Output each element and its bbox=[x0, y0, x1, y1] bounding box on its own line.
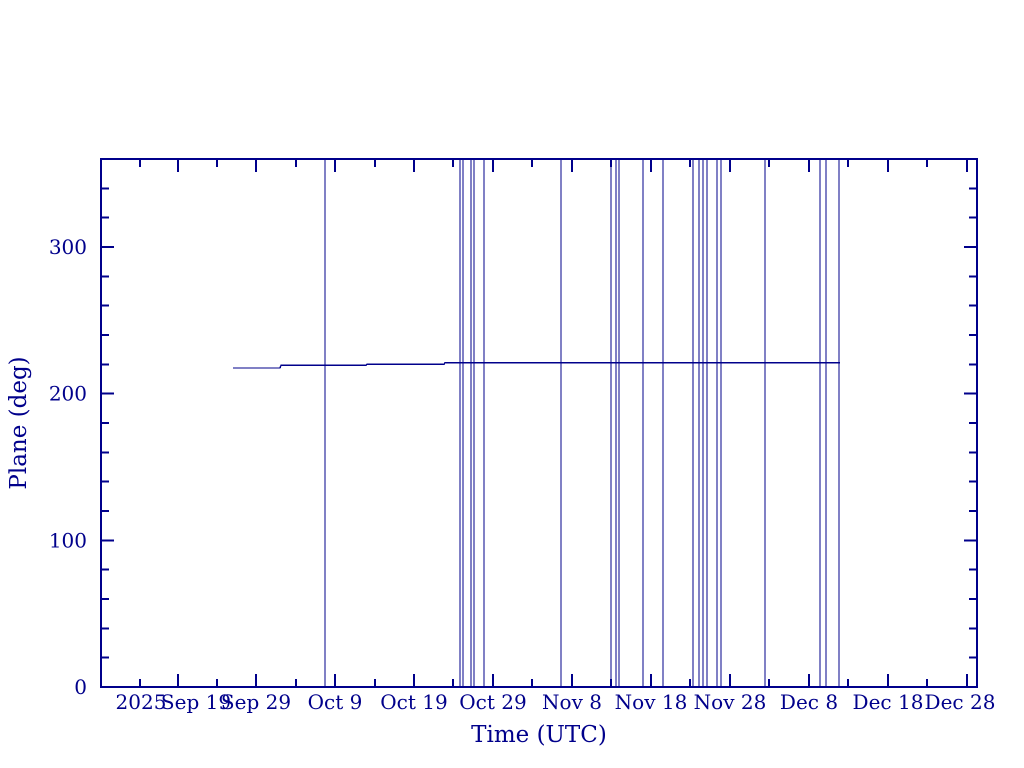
y-tick-label: 300 bbox=[49, 235, 87, 259]
x-tick-label: Dec 28 bbox=[925, 690, 996, 714]
x-axis-title: Time (UTC) bbox=[471, 722, 607, 748]
plot-frame bbox=[100, 158, 978, 688]
y-axis-tick-labels: 0 100 200 300 bbox=[49, 235, 87, 699]
x-axis-ticks bbox=[100, 159, 968, 687]
x-tick-label: Sep 29 bbox=[221, 690, 291, 714]
y-tick-label: 200 bbox=[49, 382, 87, 406]
x-tick-label: Dec 18 bbox=[853, 690, 924, 714]
x-tick-label: Oct 29 bbox=[459, 690, 526, 714]
x-tick-label: Oct 19 bbox=[380, 690, 447, 714]
y-axis-title: Plane (deg) bbox=[6, 356, 32, 489]
data-series-plane-angle bbox=[233, 159, 840, 687]
x-tick-label: Dec 8 bbox=[780, 690, 838, 714]
series-baseline-path bbox=[233, 362, 840, 369]
x-tick-label: 2025 bbox=[116, 690, 167, 714]
axes-border bbox=[100, 158, 978, 688]
y-tick-label: 100 bbox=[49, 528, 87, 552]
x-tick-label: Oct 9 bbox=[308, 690, 363, 714]
y-axis-ticks bbox=[101, 158, 977, 688]
x-tick-label: Nov 18 bbox=[615, 690, 688, 714]
y-tick-label: 0 bbox=[74, 675, 87, 699]
x-tick-label: Sep 19 bbox=[161, 690, 231, 714]
x-tick-label: Nov 8 bbox=[542, 690, 602, 714]
x-tick-label: Nov 28 bbox=[694, 690, 767, 714]
